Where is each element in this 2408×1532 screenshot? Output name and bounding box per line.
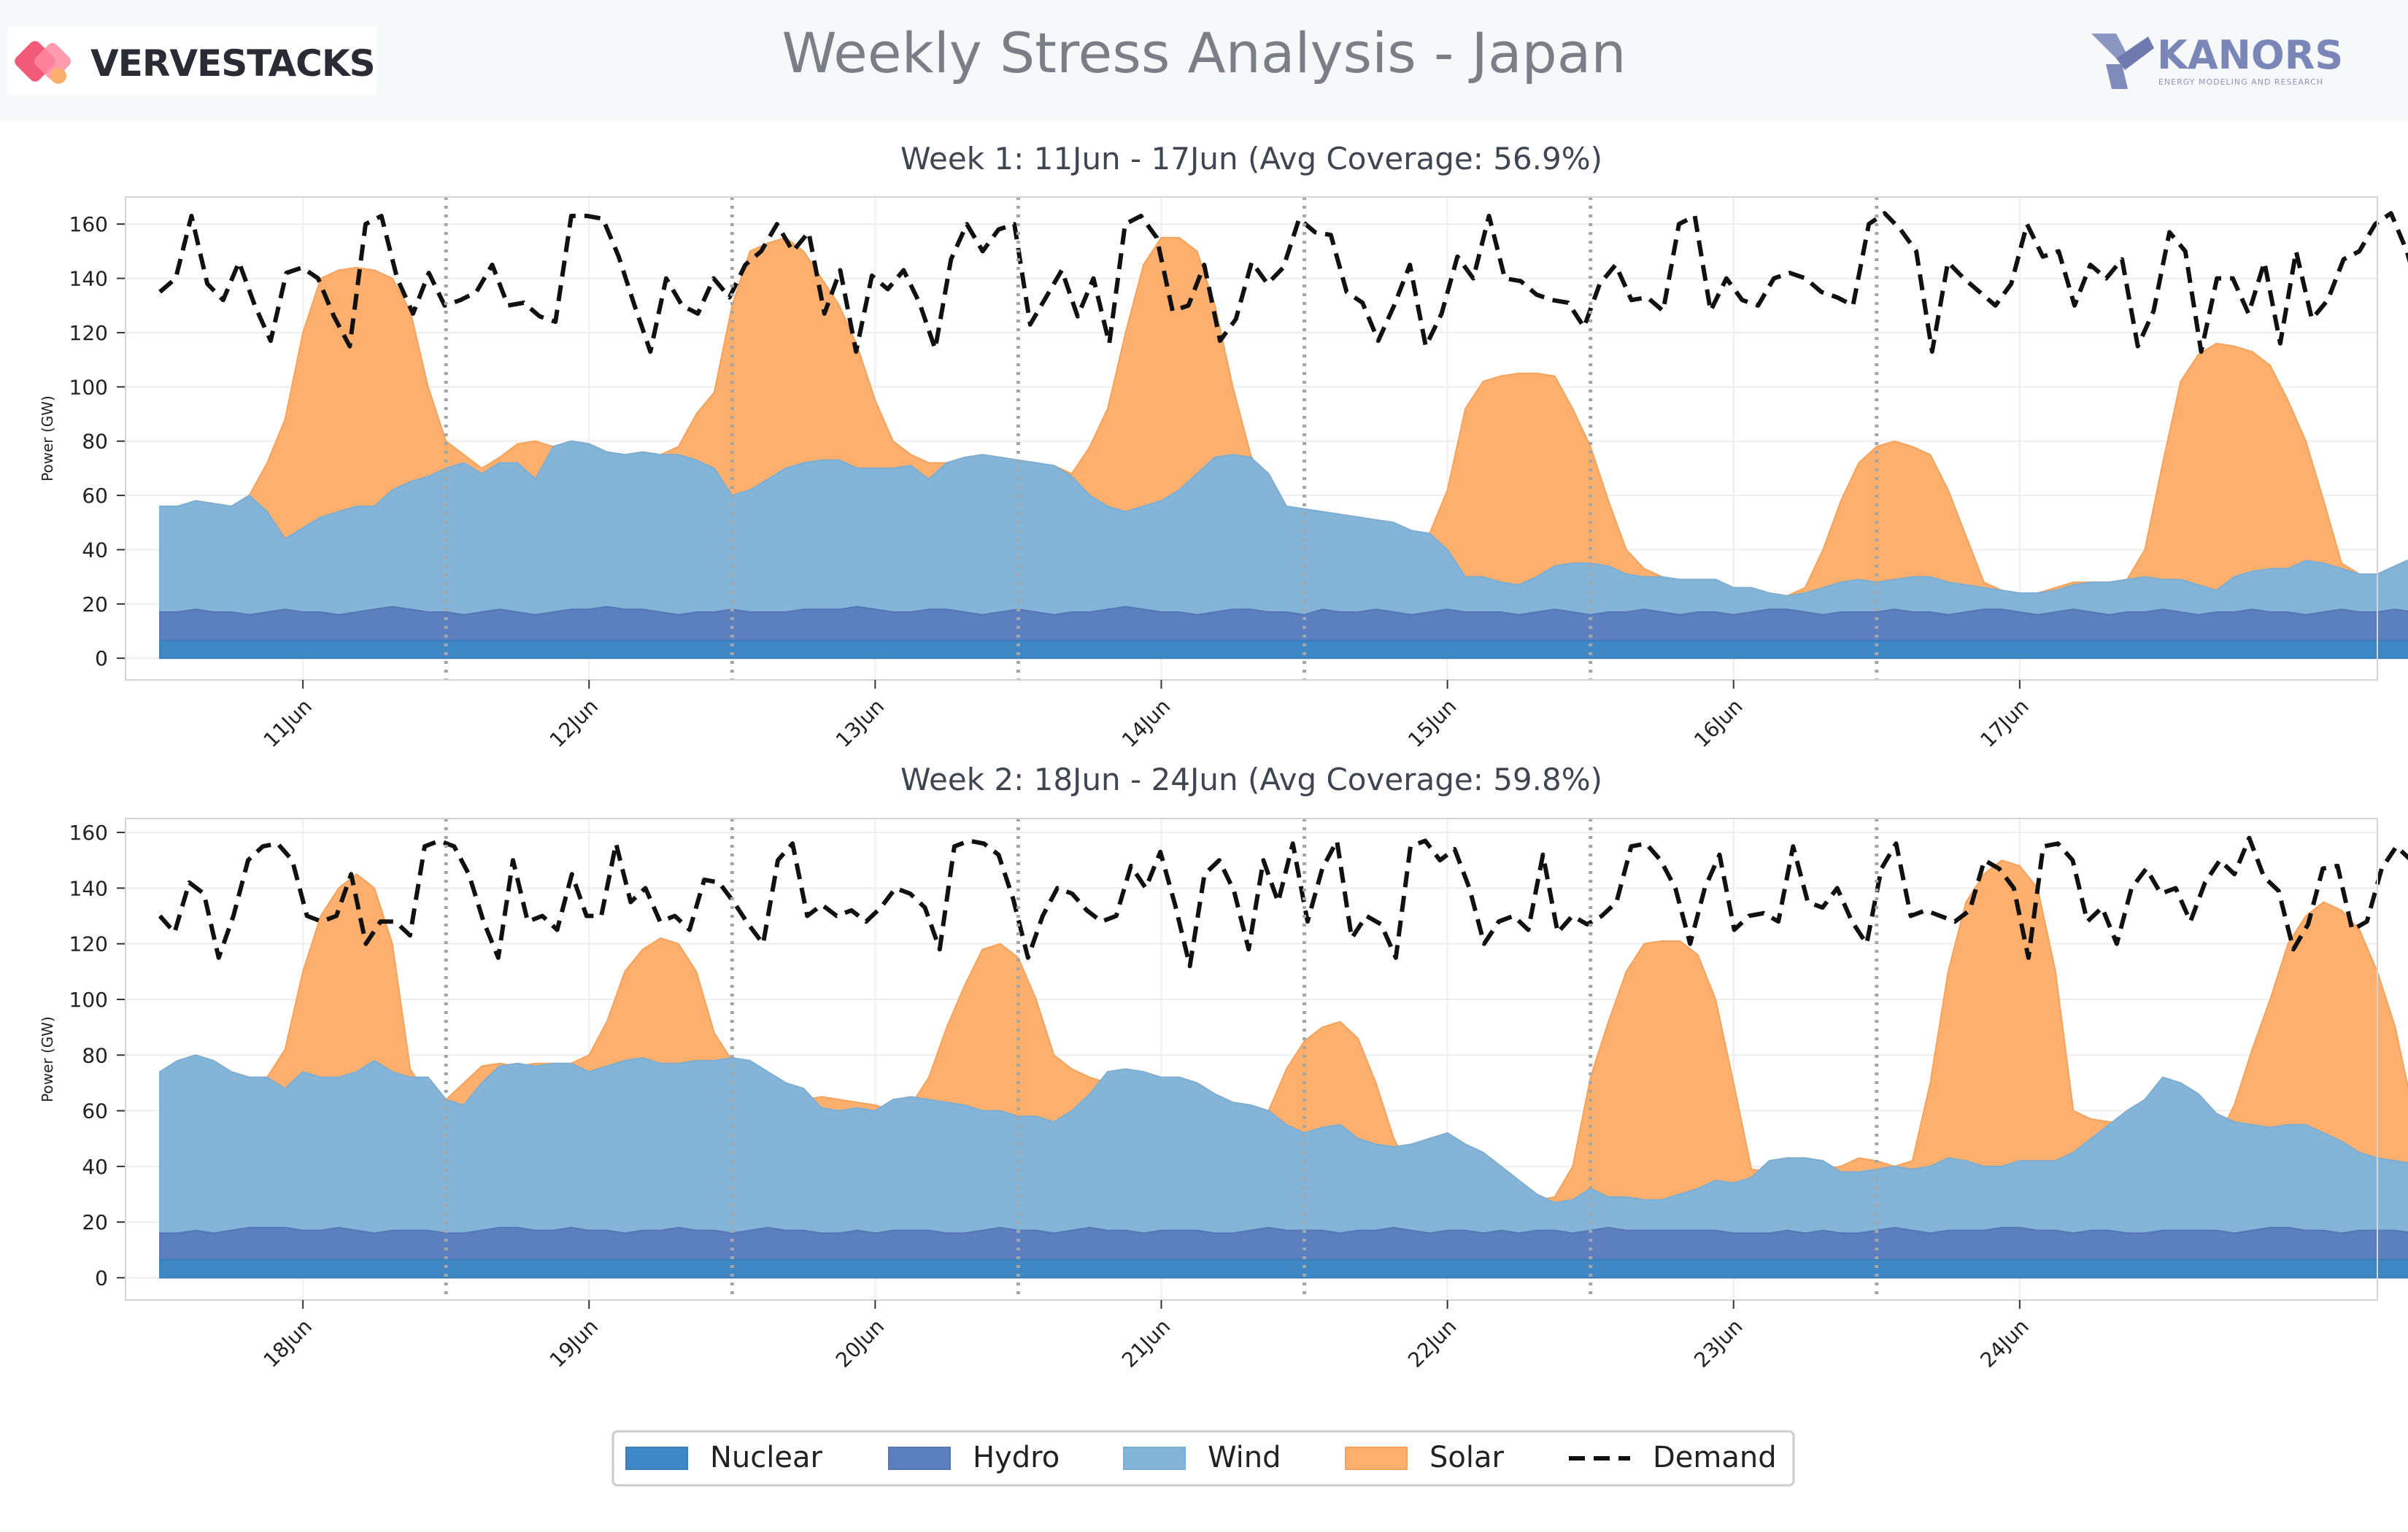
y-tick-label: 120 [69,321,108,345]
header-bar: VERVESTACKS Weekly Stress Analysis - Jap… [0,0,2408,121]
legend-label: Solar [1429,1441,1504,1474]
legend-label: Hydro [973,1441,1060,1474]
kanors-logo[interactable]: KANORS ENERGY MODELING AND RESEARCH [2087,29,2357,95]
legend-label: Demand [1653,1441,1777,1474]
legend-swatch [625,1447,688,1470]
demand-line [158,835,2408,969]
y-tick-label: 160 [69,821,108,845]
y-tick-label: 40 [82,1155,108,1179]
y-tick-label: 0 [95,646,108,670]
y-tick-label: 160 [69,212,108,236]
legend-box [611,1430,1795,1487]
x-tick-label: 11Jun [259,695,317,752]
plot-frame [125,196,2378,681]
kanors-logo-icon [2091,34,2154,89]
y-axis-label: Power (GW) [39,1016,56,1102]
demand-line [158,211,2408,354]
vervestacks-logo-icon [15,41,71,84]
x-tick-label: 20Jun [831,1315,889,1372]
page-title: Weekly Stress Analysis - Japan [782,20,1626,85]
kanors-wordmark: KANORS [2157,32,2344,78]
y-tick-label: 100 [69,375,108,399]
y-axis-label: Power (GW) [39,395,56,481]
y-tick-label: 100 [69,988,108,1012]
y-tick-label: 140 [69,876,108,900]
nuclear-area [159,1258,2408,1279]
x-tick-label: 18Jun [259,1315,317,1372]
week-2-panel: Week 2: 18Jun - 24Jun (Avg Coverage: 59.… [39,762,2408,1372]
legend-swatch [1345,1447,1408,1470]
x-tick-label: 16Jun [1689,695,1747,752]
x-tick-label: 17Jun [1975,695,2033,752]
x-tick-label: 13Jun [831,695,889,752]
panel-title: Week 1: 11Jun - 17Jun (Avg Coverage: 56.… [900,141,1602,177]
y-tick-label: 60 [82,1099,108,1123]
x-tick-label: 12Jun [545,695,603,752]
y-tick-label: 120 [69,932,108,956]
legend-swatch [888,1447,951,1470]
kanors-tagline: ENERGY MODELING AND RESEARCH [2158,77,2323,87]
vervestacks-wordmark: VERVESTACKS [90,42,376,85]
x-tick-label: 14Jun [1117,695,1175,752]
nuclear-area [159,640,2408,659]
legend-label: Wind [1208,1441,1281,1474]
y-tick-label: 80 [82,430,108,454]
y-tick-label: 20 [82,592,108,616]
y-tick-label: 40 [82,538,108,562]
y-tick-label: 60 [82,484,108,508]
week-1-panel: Week 1: 11Jun - 17Jun (Avg Coverage: 56.… [39,141,2408,752]
x-tick-label: 22Jun [1403,1315,1461,1372]
y-tick-label: 20 [82,1210,108,1234]
legend-label: Nuclear [710,1441,823,1474]
y-tick-label: 140 [69,267,108,291]
x-tick-label: 19Jun [545,1315,603,1372]
x-tick-label: 24Jun [1975,1315,2033,1372]
x-tick-label: 21Jun [1117,1315,1175,1372]
plot-frame [125,818,2378,1301]
hydro-area [159,606,2408,642]
panel-title: Week 2: 18Jun - 24Jun (Avg Coverage: 59.… [900,762,1602,797]
chart-legend: Nuclear Hydro Wind Solar Demand [611,1430,1795,1487]
y-tick-label: 80 [82,1043,108,1067]
legend-swatch [1123,1447,1186,1470]
y-tick-label: 0 [95,1266,108,1290]
vervestacks-logo[interactable]: VERVESTACKS [7,26,377,95]
x-tick-label: 15Jun [1403,695,1461,752]
hydro-area [159,1226,2408,1261]
x-tick-label: 23Jun [1689,1315,1747,1372]
